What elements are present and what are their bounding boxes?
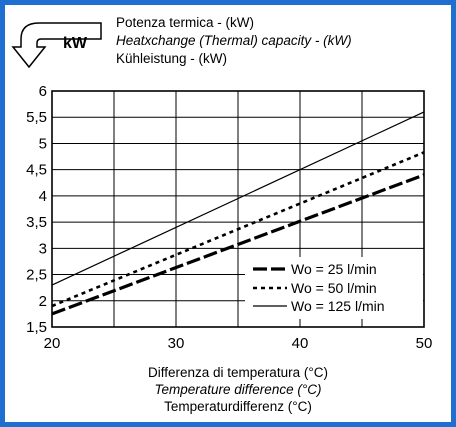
xlabel-line-3: Temperaturdifferenz (°C): [164, 399, 312, 414]
legend-box: [245, 257, 423, 319]
y-tick-label: 2,5: [26, 267, 47, 284]
y-tick-label: 5: [39, 135, 47, 152]
y-tick-label: 4: [39, 188, 47, 205]
legend-label-25: Wo = 25 l/min: [291, 261, 377, 277]
xlabel-line-2: Temperature difference (°C): [155, 382, 322, 397]
kw-arrow-icon: [11, 22, 102, 69]
y-tick-label: 4,5: [26, 162, 47, 179]
y-tick-label: 2: [39, 293, 47, 310]
title-line-2: Heatxchange (Thermal) capacity - (kW): [116, 33, 352, 48]
x-tick-label: 20: [44, 335, 61, 352]
xlabel-line-1: Differenza di temperatura (°C): [148, 365, 328, 380]
kw-badge-label: kW: [63, 35, 88, 52]
legend: Wo = 25 l/min Wo = 50 l/min Wo = 125 l/m…: [245, 257, 423, 319]
series-line-1: [51, 173, 425, 316]
tick-labels: 1,5 2 2,5 3 3,5 4 4,5 5 5,5 6 20 30 40 50: [26, 83, 432, 352]
line-chart: kW Potenza termica - (kW) Heatxchange (T…: [11, 15, 432, 414]
series-lines: [51, 111, 425, 316]
title-line-3: Kühleistung - (kW): [116, 51, 227, 66]
y-tick-label: 6: [39, 83, 47, 100]
grid: [51, 90, 425, 328]
title-line-1: Potenza termica - (kW): [116, 15, 254, 30]
series-line-2: [51, 151, 425, 308]
plot-border: [51, 90, 425, 328]
x-tick-label: 50: [416, 335, 433, 352]
series-line-3: [51, 111, 425, 286]
x-tick-label: 40: [292, 335, 309, 352]
y-tick-label: 5,5: [26, 109, 47, 126]
legend-label-125: Wo = 125 l/min: [291, 298, 385, 314]
y-tick-label: 3: [39, 240, 47, 257]
x-tick-label: 30: [168, 335, 185, 352]
chart-frame: kW Potenza termica - (kW) Heatxchange (T…: [5, 5, 451, 422]
y-tick-label: 3,5: [26, 214, 47, 231]
legend-label-50: Wo = 50 l/min: [291, 280, 377, 296]
y-tick-label: 1,5: [26, 319, 47, 336]
